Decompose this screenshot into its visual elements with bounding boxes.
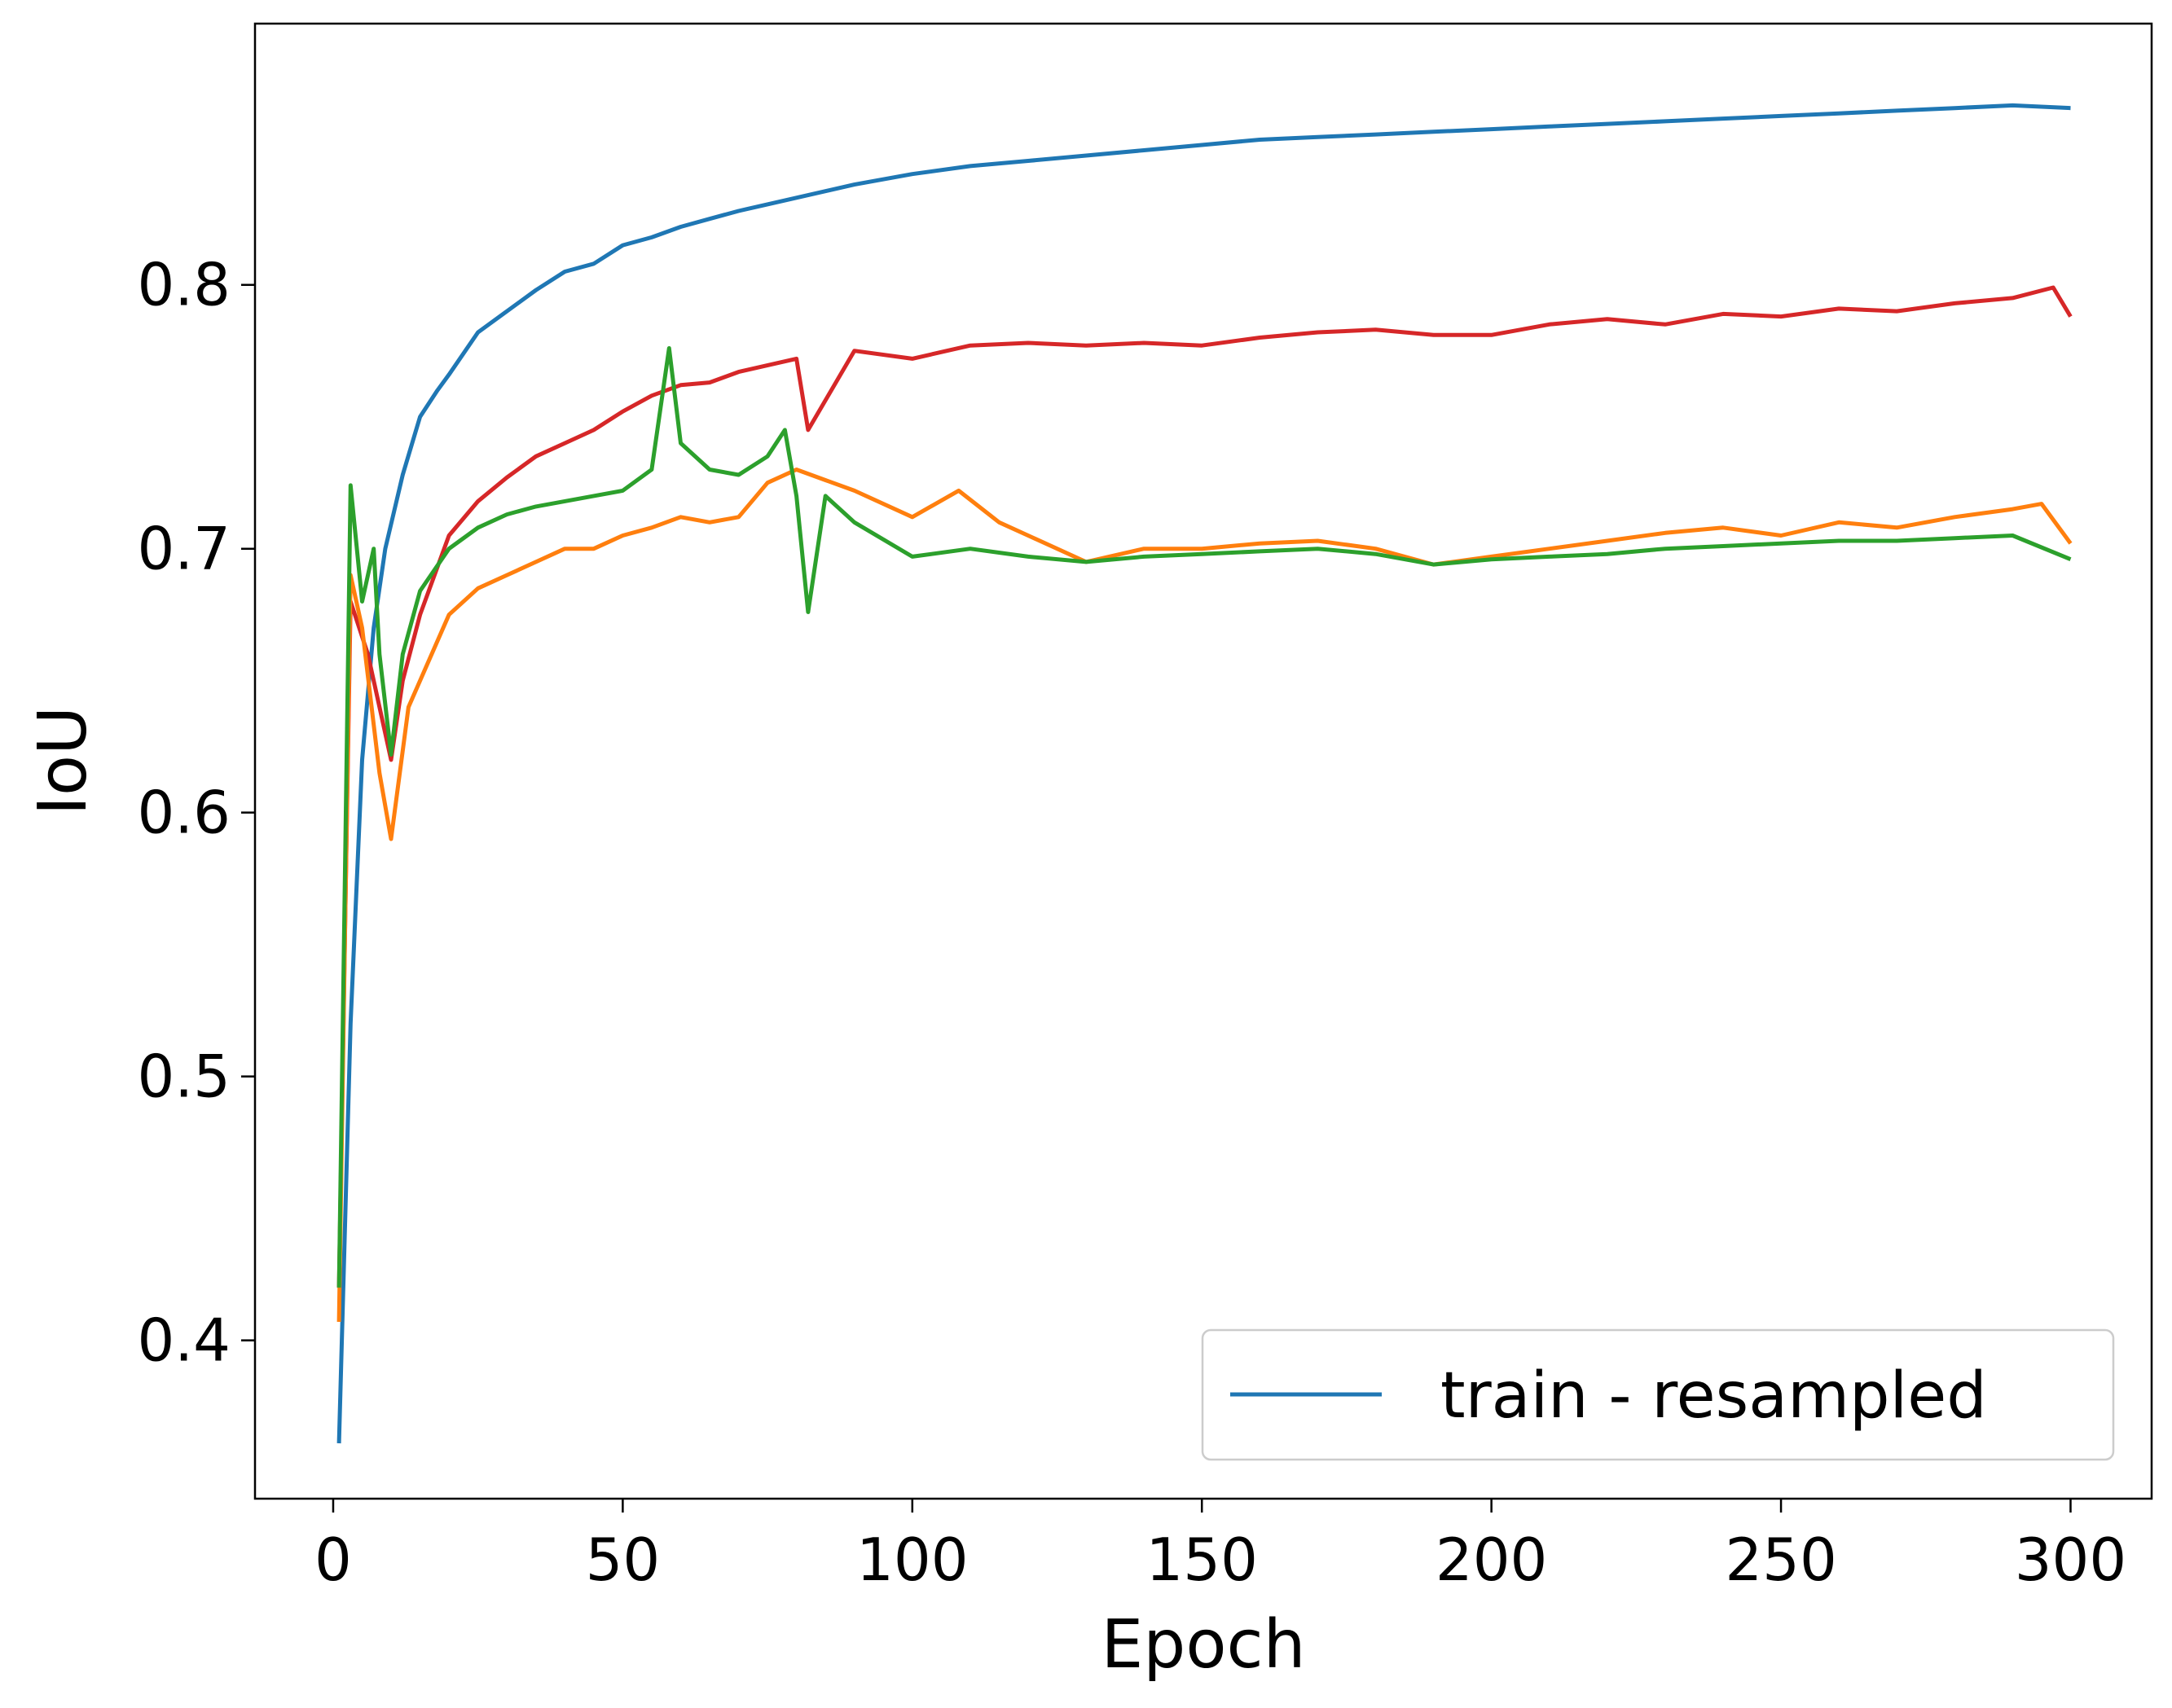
x-axis: 0 50 100 150 200 250 300 xyxy=(314,1499,2126,1594)
x-tick-label: 150 xyxy=(1146,1526,1258,1594)
series-line-1 xyxy=(336,285,2073,1288)
series-layer xyxy=(336,103,2073,1444)
x-tick-label: 200 xyxy=(1436,1526,1547,1594)
legend-label: train - resampled xyxy=(1440,1359,1987,1433)
legend-box xyxy=(1201,1328,2115,1461)
plot-frame xyxy=(253,22,2153,1500)
x-tick-label: 50 xyxy=(586,1526,661,1594)
y-tick-label: 0.4 xyxy=(137,1306,231,1375)
y-axis: 0.4 0.5 0.6 0.7 0.8 xyxy=(137,251,255,1375)
y-tick-label: 0.6 xyxy=(137,779,231,847)
x-axis-label: Epoch xyxy=(1101,1606,1305,1684)
y-tick-label: 0.7 xyxy=(137,515,231,583)
x-tick-label: 250 xyxy=(1725,1526,1836,1594)
x-tick-label: 100 xyxy=(856,1526,968,1594)
y-tick-label: 0.5 xyxy=(137,1043,231,1111)
x-tick-label: 0 xyxy=(314,1526,352,1594)
series-line-2 xyxy=(336,468,2073,1322)
series-line-0 xyxy=(336,103,2071,1444)
y-axis-label: IoU xyxy=(24,706,102,815)
y-tick-label: 0.8 xyxy=(137,251,231,319)
legend: train - resampled xyxy=(1201,1328,2115,1461)
series-line-3 xyxy=(336,346,2072,1288)
x-tick-label: 300 xyxy=(2015,1526,2126,1594)
